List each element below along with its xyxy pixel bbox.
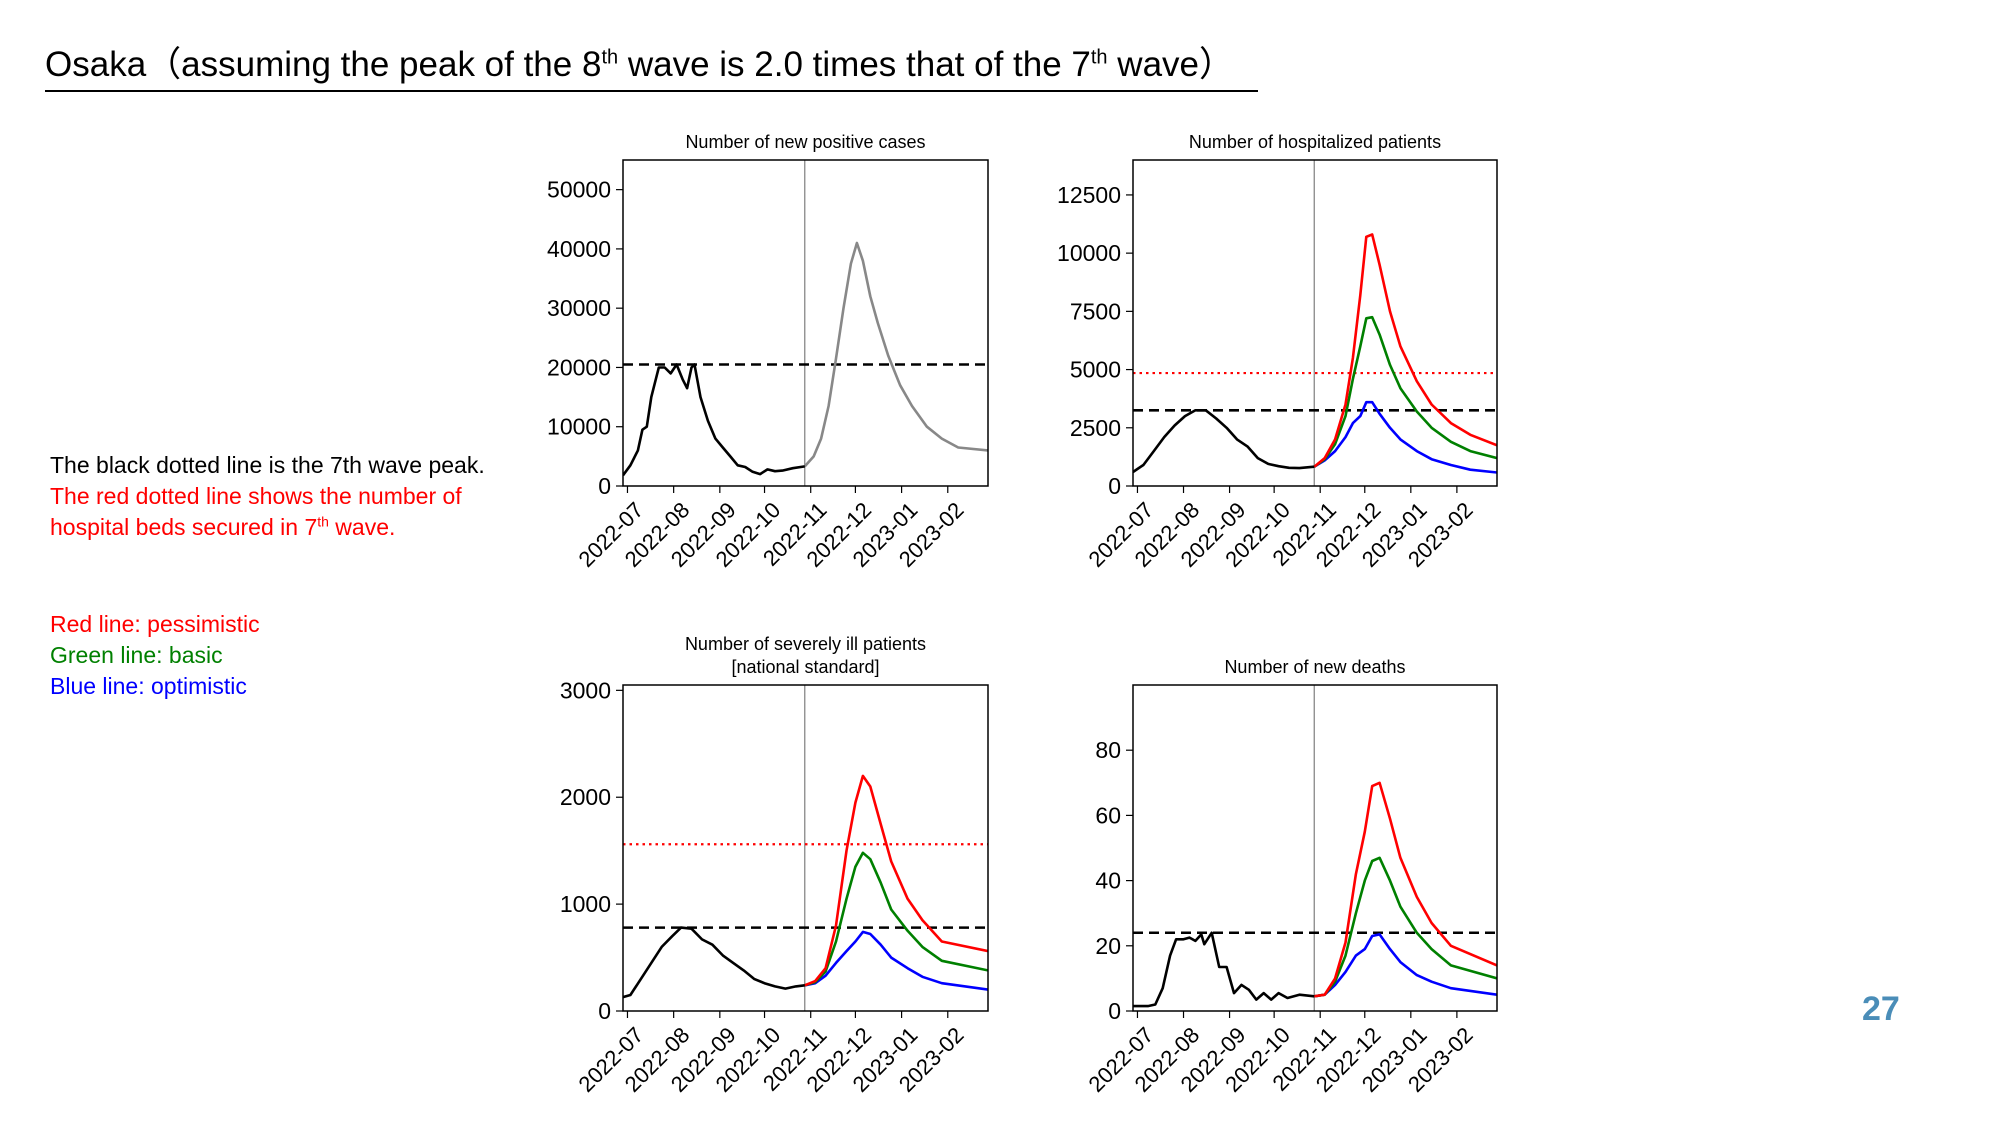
series-line-pessimistic (804, 774, 988, 987)
y-tick-label: 30000 (547, 295, 611, 321)
red-line-note-2-sup: th (317, 513, 329, 530)
slide-title-prefix: Osaka（assuming the peak of the 8 (45, 45, 602, 84)
plot-frame (1132, 159, 1498, 487)
slide-title-sup-7th: th (1090, 46, 1108, 69)
chart-title-line: Number of new positive cases (685, 132, 925, 152)
chart-title-line: Number of severely ill patients (685, 634, 926, 654)
y-tick-label: 40 (1095, 868, 1121, 894)
plot-area (623, 160, 988, 486)
line-explanation: The black dotted line is the 7th wave pe… (50, 450, 485, 543)
y-tick-label: 3000 (560, 677, 611, 703)
series-line-pessimistic (1314, 781, 1497, 998)
y-tick-label: 0 (1108, 998, 1121, 1024)
series-line-basic (1313, 315, 1497, 468)
y-tick-label: 10000 (547, 414, 611, 440)
series-line-observed (1133, 931, 1315, 1008)
slide-title-suffix: wave） (1107, 45, 1234, 84)
chart-severely-ill-patients: Number of severely ill patients [national… (560, 634, 989, 1097)
chart-new-positive-cases: Number of new positive cases 0 10000 20000 3… (547, 132, 989, 572)
y-tick-label: 5000 (1070, 357, 1121, 383)
chart-hospitalized-patients: Number of hospitalized patients 0 2500 5000… (1057, 132, 1498, 572)
chart-title-line: Number of new deaths (1224, 657, 1405, 677)
series-line-observed (623, 926, 805, 999)
y-tick-label: 12500 (1057, 182, 1121, 208)
y-tick-label: 2000 (560, 784, 611, 810)
slide-title-sup-8th: th (601, 46, 619, 69)
plot-frame (1132, 684, 1498, 1012)
series-line-optimistic (1314, 933, 1497, 998)
slide-title-middle: wave is 2.0 times that of the 7 (618, 45, 1091, 84)
y-tick-label: 60 (1095, 802, 1121, 828)
legend-optimistic: Blue line: optimistic (50, 673, 247, 699)
series-line-pessimistic (1313, 233, 1497, 468)
chart-title-line: [national standard] (731, 657, 879, 677)
legend-pessimistic: Red line: pessimistic (50, 611, 260, 637)
plot-area (1133, 685, 1497, 1011)
scenario-legend: Red line: pessimistic Green line: basic … (50, 609, 260, 702)
series-line-observed (1133, 408, 1315, 474)
red-line-note-1: The red dotted line shows the number of (50, 483, 462, 509)
series-line-projection (803, 241, 988, 468)
page-number: 27 (1862, 990, 1900, 1028)
series-line-basic (1314, 856, 1497, 998)
plot-frame (622, 684, 989, 1012)
red-line-note-2-suffix: wave. (328, 514, 396, 540)
series-line-observed (623, 363, 805, 477)
plot-area (1133, 160, 1497, 486)
y-tick-label: 50000 (547, 177, 611, 203)
series-line-optimistic (1313, 400, 1497, 474)
y-tick-label: 80 (1095, 737, 1121, 763)
legend-basic: Green line: basic (50, 642, 223, 668)
red-line-note-2: hospital beds secured in 7th wave. (50, 512, 485, 543)
y-tick-label: 7500 (1070, 298, 1121, 324)
black-line-note: The black dotted line is the 7th wave pe… (50, 452, 485, 478)
plot-area (623, 685, 988, 1011)
y-tick-label: 2500 (1070, 415, 1121, 441)
y-tick-label: 1000 (560, 891, 611, 917)
y-tick-label: 20 (1095, 933, 1121, 959)
chart-title-line: Number of hospitalized patients (1189, 132, 1441, 152)
y-tick-label: 10000 (1057, 240, 1121, 266)
slide-title: Osaka（assuming the peak of the 8th wave … (45, 40, 1258, 92)
series-line-optimistic (804, 930, 988, 991)
plot-frame (622, 159, 989, 487)
y-tick-label: 0 (1108, 473, 1121, 499)
chart-new-deaths: Number of new deaths0204060802022-072022… (1084, 657, 1498, 1097)
y-tick-label: 40000 (547, 236, 611, 262)
y-tick-label: 0 (598, 473, 611, 499)
y-tick-label: 20000 (547, 354, 611, 380)
y-tick-label: 0 (598, 998, 611, 1024)
red-line-note-2-prefix: hospital beds secured in 7 (50, 514, 318, 540)
